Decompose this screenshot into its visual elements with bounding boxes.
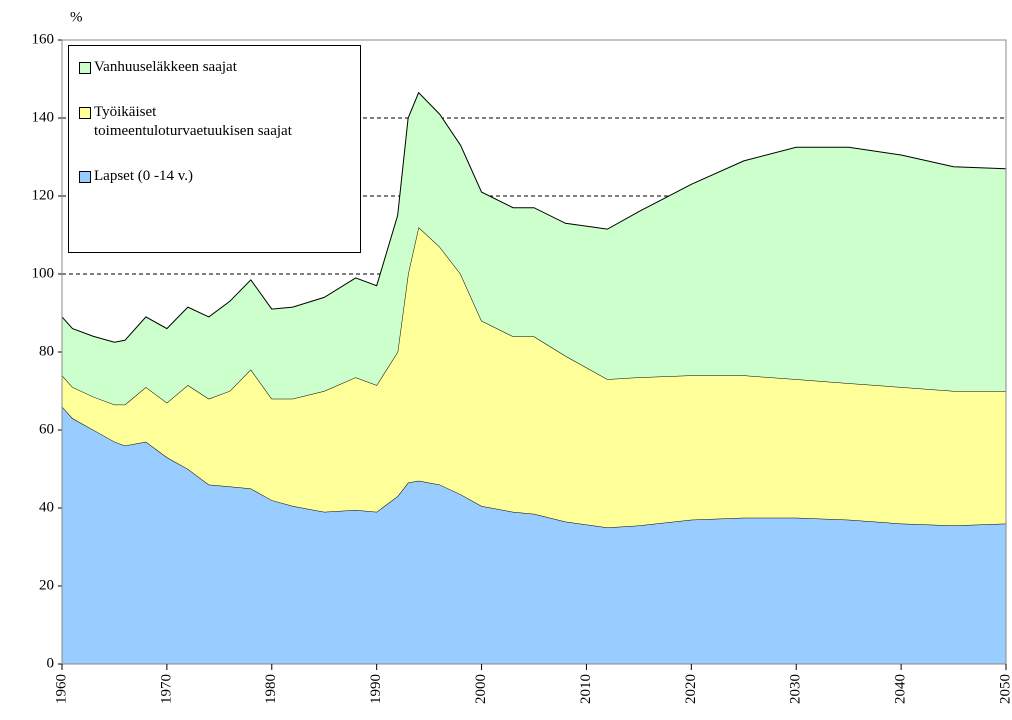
legend-swatch (79, 107, 91, 119)
legend-swatch (79, 171, 91, 183)
y-tick-label: 20 (39, 577, 54, 593)
x-tick-label: 1970 (158, 674, 174, 704)
x-tick-label: 2040 (893, 674, 909, 704)
y-tick-label: 40 (39, 499, 54, 515)
y-tick-label: 120 (32, 187, 55, 203)
legend-swatch (79, 62, 91, 74)
area-edge (61, 91, 1007, 343)
legend-entry: Työikäiset toimeentuloturvaetuukisen saa… (79, 103, 350, 141)
x-tick-label: 1990 (368, 674, 384, 704)
y-tick-label: 80 (39, 343, 54, 359)
legend-label: Lapset (0 -14 v.) (94, 168, 193, 184)
plot-border (61, 39, 1007, 665)
legend-label: Vanhuuseläkkeen saajat (94, 59, 237, 75)
y-tick-label: 60 (39, 421, 54, 437)
y-tick-label: 160 (32, 31, 55, 47)
x-tick-label: 1960 (53, 674, 69, 704)
x-tick-label: 2000 (473, 674, 489, 704)
legend: Vanhuuseläkkeen saajat Työikäiset toimeen… (68, 45, 361, 253)
legend-entry: Lapset (0 -14 v.) (79, 167, 350, 186)
legend-label: Työikäiset toimeentuloturvaetuukisen saa… (94, 104, 292, 139)
area (62, 406, 1006, 664)
area (62, 227, 1006, 528)
x-tick-label: 2020 (683, 674, 699, 704)
x-tick-label: 2050 (997, 674, 1012, 704)
area (62, 92, 1006, 405)
x-tick-label: 1980 (263, 674, 279, 704)
y-tick-label: 100 (32, 265, 55, 281)
y-tick-label: 140 (32, 109, 55, 125)
y-tick-label: 0 (47, 655, 55, 671)
x-tick-label: 2010 (578, 674, 594, 704)
legend-entry: Vanhuuseläkkeen saajat (79, 58, 350, 77)
y-axis-label: % (70, 9, 83, 25)
x-tick-label: 2030 (788, 674, 804, 704)
